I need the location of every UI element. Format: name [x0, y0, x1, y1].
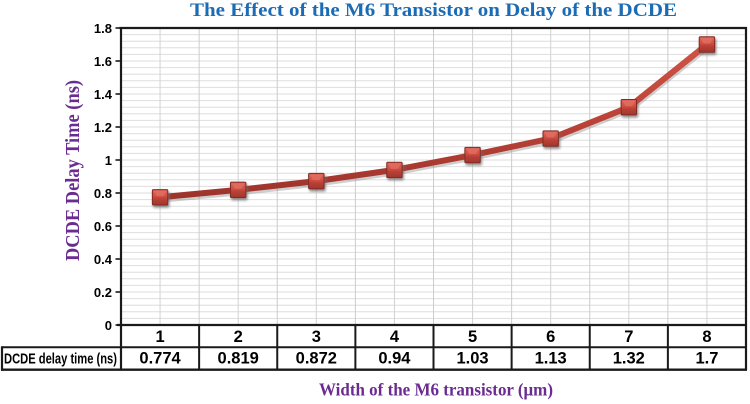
- svg-text:0.774: 0.774: [139, 349, 181, 367]
- svg-text:1.03: 1.03: [457, 349, 489, 367]
- svg-text:1.8: 1.8: [94, 21, 112, 36]
- svg-text:0: 0: [105, 318, 112, 333]
- svg-text:1.13: 1.13: [535, 349, 567, 367]
- svg-text:0.2: 0.2: [94, 285, 112, 300]
- svg-text:3: 3: [312, 328, 321, 346]
- svg-text:0.8: 0.8: [94, 186, 112, 201]
- svg-text:4: 4: [390, 328, 400, 346]
- svg-text:The Effect of the M6 Transisto: The Effect of the M6 Transistor on Delay…: [190, 1, 677, 21]
- svg-text:0.819: 0.819: [218, 349, 259, 367]
- svg-text:2: 2: [234, 328, 243, 346]
- svg-text:8: 8: [702, 328, 711, 346]
- svg-text:0.6: 0.6: [94, 219, 112, 234]
- svg-text:5: 5: [468, 328, 477, 346]
- svg-text:7: 7: [624, 328, 633, 346]
- svg-text:1.6: 1.6: [94, 54, 112, 69]
- svg-text:1.4: 1.4: [94, 87, 113, 102]
- svg-text:Width of the M6 transistor (μm: Width of the M6 transistor (μm): [319, 380, 553, 401]
- svg-text:0.94: 0.94: [378, 349, 411, 367]
- svg-text:0.4: 0.4: [94, 252, 113, 267]
- svg-text:DCDE delay time (ns): DCDE delay time (ns): [4, 350, 117, 367]
- svg-text:1: 1: [155, 328, 164, 346]
- svg-text:0.872: 0.872: [296, 349, 337, 367]
- svg-text:DCDE Delay Time (ns): DCDE Delay Time (ns): [63, 80, 84, 261]
- svg-text:1.7: 1.7: [695, 349, 718, 367]
- svg-text:1.32: 1.32: [613, 349, 645, 367]
- svg-text:1.2: 1.2: [94, 120, 112, 135]
- svg-text:1: 1: [105, 153, 112, 168]
- svg-text:6: 6: [546, 328, 555, 346]
